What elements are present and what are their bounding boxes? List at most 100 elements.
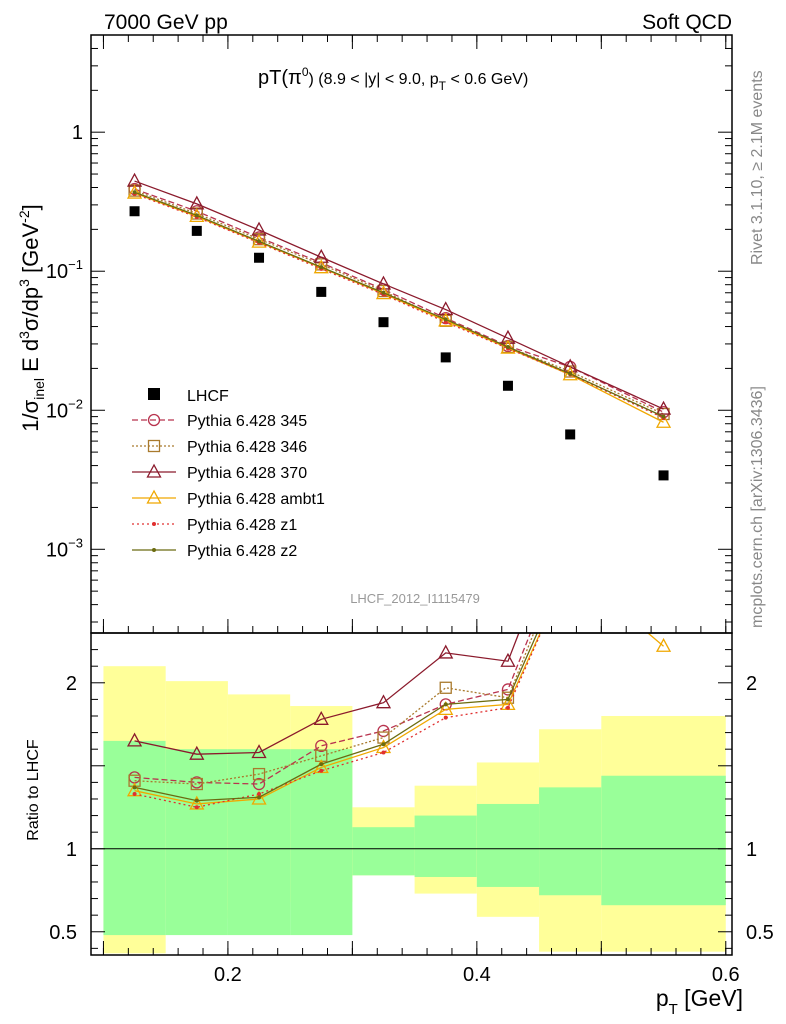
ratio-line-2 bbox=[134, 633, 520, 755]
y-tick-label: 10−3 bbox=[46, 535, 83, 561]
series-line-5 bbox=[134, 191, 664, 418]
ratio-3-point bbox=[655, 637, 672, 652]
ratio-0-point bbox=[252, 777, 266, 791]
series-3-point bbox=[438, 312, 454, 327]
ratio-1-point bbox=[252, 767, 266, 781]
legend-data-label: LHCF bbox=[187, 388, 229, 405]
data-point bbox=[129, 206, 140, 217]
x-tick-label: 0.4 bbox=[463, 964, 491, 986]
data-point bbox=[316, 286, 327, 297]
legend-data-marker bbox=[148, 388, 160, 400]
legend-marker-3 bbox=[146, 489, 162, 504]
ratio-5-point bbox=[257, 795, 262, 800]
green-band-7 bbox=[539, 787, 602, 896]
x-tick-label: 0.2 bbox=[214, 964, 242, 986]
series-line-4 bbox=[134, 193, 664, 419]
ratio-5-point bbox=[505, 697, 510, 702]
ratio-2-point bbox=[375, 694, 392, 709]
ratio-5-point bbox=[443, 702, 448, 707]
ratio-line-3 bbox=[134, 633, 664, 805]
data-point bbox=[191, 225, 202, 236]
x-axis-label: pT [GeV] bbox=[656, 985, 743, 1018]
ratio-tick-label-left: 2 bbox=[66, 673, 77, 695]
ratio-series bbox=[126, 633, 672, 810]
legend-label-4: Pythia 6.428 z1 bbox=[187, 517, 297, 534]
data-points bbox=[129, 206, 669, 481]
mcplots-label: mcplots.cern.ch [arXiv:1306.3436] bbox=[749, 386, 766, 628]
legend-marker-4 bbox=[152, 522, 156, 526]
ratio-5-point bbox=[381, 742, 386, 747]
ratio-0-point bbox=[377, 724, 390, 738]
ratio-1-point bbox=[439, 681, 452, 694]
data-point bbox=[565, 429, 576, 440]
series-5-point bbox=[381, 290, 386, 295]
legend: LHCF Pythia 6.428 345 Pythia 6.428 346 Pyth… bbox=[132, 388, 325, 560]
ratio-2-point bbox=[126, 732, 143, 747]
series-5-point bbox=[661, 414, 666, 419]
ratio-1-point bbox=[190, 777, 203, 791]
header-left: 7000 GeV pp bbox=[104, 11, 228, 34]
ratio-4-point bbox=[194, 805, 199, 810]
green-band-6 bbox=[476, 803, 540, 887]
ratio-tick-label-left: 0.5 bbox=[49, 922, 77, 944]
ratio-2-point bbox=[251, 744, 267, 759]
series-2-point bbox=[375, 275, 392, 290]
ratio-uncertainty-bands bbox=[103, 666, 726, 954]
ratio-2-point bbox=[438, 644, 454, 659]
ratio-line-0 bbox=[134, 633, 532, 785]
series-4-point bbox=[443, 320, 448, 325]
series-3-point bbox=[562, 366, 578, 381]
ratio-4-point bbox=[132, 792, 137, 796]
series-3-point bbox=[655, 413, 672, 428]
legend-label-1: Pythia 6.428 346 bbox=[187, 439, 307, 456]
legend-label-3: Pythia 6.428 ambt1 bbox=[187, 491, 325, 508]
legend-label-2: Pythia 6.428 370 bbox=[187, 465, 307, 482]
series-5-point bbox=[257, 239, 262, 244]
ratio-2-point bbox=[500, 652, 516, 667]
axis-ticks: 0.2 0.4 0.6 10−3 10−2 10−1 1 0.5 0.5 1 1 2 2 bbox=[46, 34, 774, 986]
y-tick-label: 1 bbox=[72, 122, 83, 144]
legend-marker-0 bbox=[147, 413, 161, 427]
series-3-point bbox=[126, 184, 143, 199]
green-band-5 bbox=[414, 815, 477, 877]
series-2-point bbox=[126, 172, 143, 187]
analysis-id: LHCF_2012_I1115479 bbox=[350, 591, 480, 606]
ratio-4-point bbox=[443, 715, 448, 720]
series-3-point bbox=[313, 259, 329, 274]
ratio-y-axis-label: Ratio to LHCF bbox=[25, 739, 42, 841]
series-5-point bbox=[568, 371, 573, 376]
series-5-point bbox=[194, 213, 199, 218]
ratio-5-point bbox=[132, 785, 137, 790]
green-band-4 bbox=[352, 827, 415, 876]
ratio-5-point bbox=[194, 798, 199, 803]
series-5-point bbox=[505, 345, 510, 350]
ratio-frame bbox=[90, 632, 733, 956]
ratio-4-point bbox=[505, 705, 510, 710]
legend-marker-2 bbox=[146, 463, 162, 478]
ratio-4-point bbox=[257, 792, 262, 796]
green-band-0 bbox=[103, 740, 166, 936]
legend-marker-5 bbox=[152, 548, 156, 552]
green-band-3 bbox=[290, 749, 353, 936]
data-point bbox=[254, 252, 265, 263]
y-tick-label: 10−2 bbox=[46, 396, 83, 422]
series-2-point bbox=[500, 329, 516, 344]
series-5-point bbox=[319, 265, 324, 270]
data-point bbox=[658, 470, 669, 481]
ratio-5-point bbox=[319, 762, 324, 767]
data-point bbox=[378, 317, 389, 328]
ratio-tick-label-left: 1 bbox=[66, 839, 77, 861]
series-5-point bbox=[443, 317, 448, 322]
series-2-point bbox=[313, 248, 329, 263]
main-series bbox=[126, 172, 672, 428]
green-band-8 bbox=[601, 775, 726, 906]
ratio-2-point bbox=[189, 745, 205, 760]
ratio-4-point bbox=[381, 750, 386, 755]
y-tick-label: 10−1 bbox=[46, 257, 83, 283]
rivet-label: Rivet 3.1.10, ≥ 2.1M events bbox=[749, 70, 766, 265]
data-point bbox=[502, 380, 513, 391]
series-5-point bbox=[132, 190, 137, 195]
data-point bbox=[440, 352, 451, 363]
ratio-tick-label-right: 1 bbox=[746, 839, 757, 861]
ratio-tick-label-right: 0.5 bbox=[746, 922, 774, 944]
